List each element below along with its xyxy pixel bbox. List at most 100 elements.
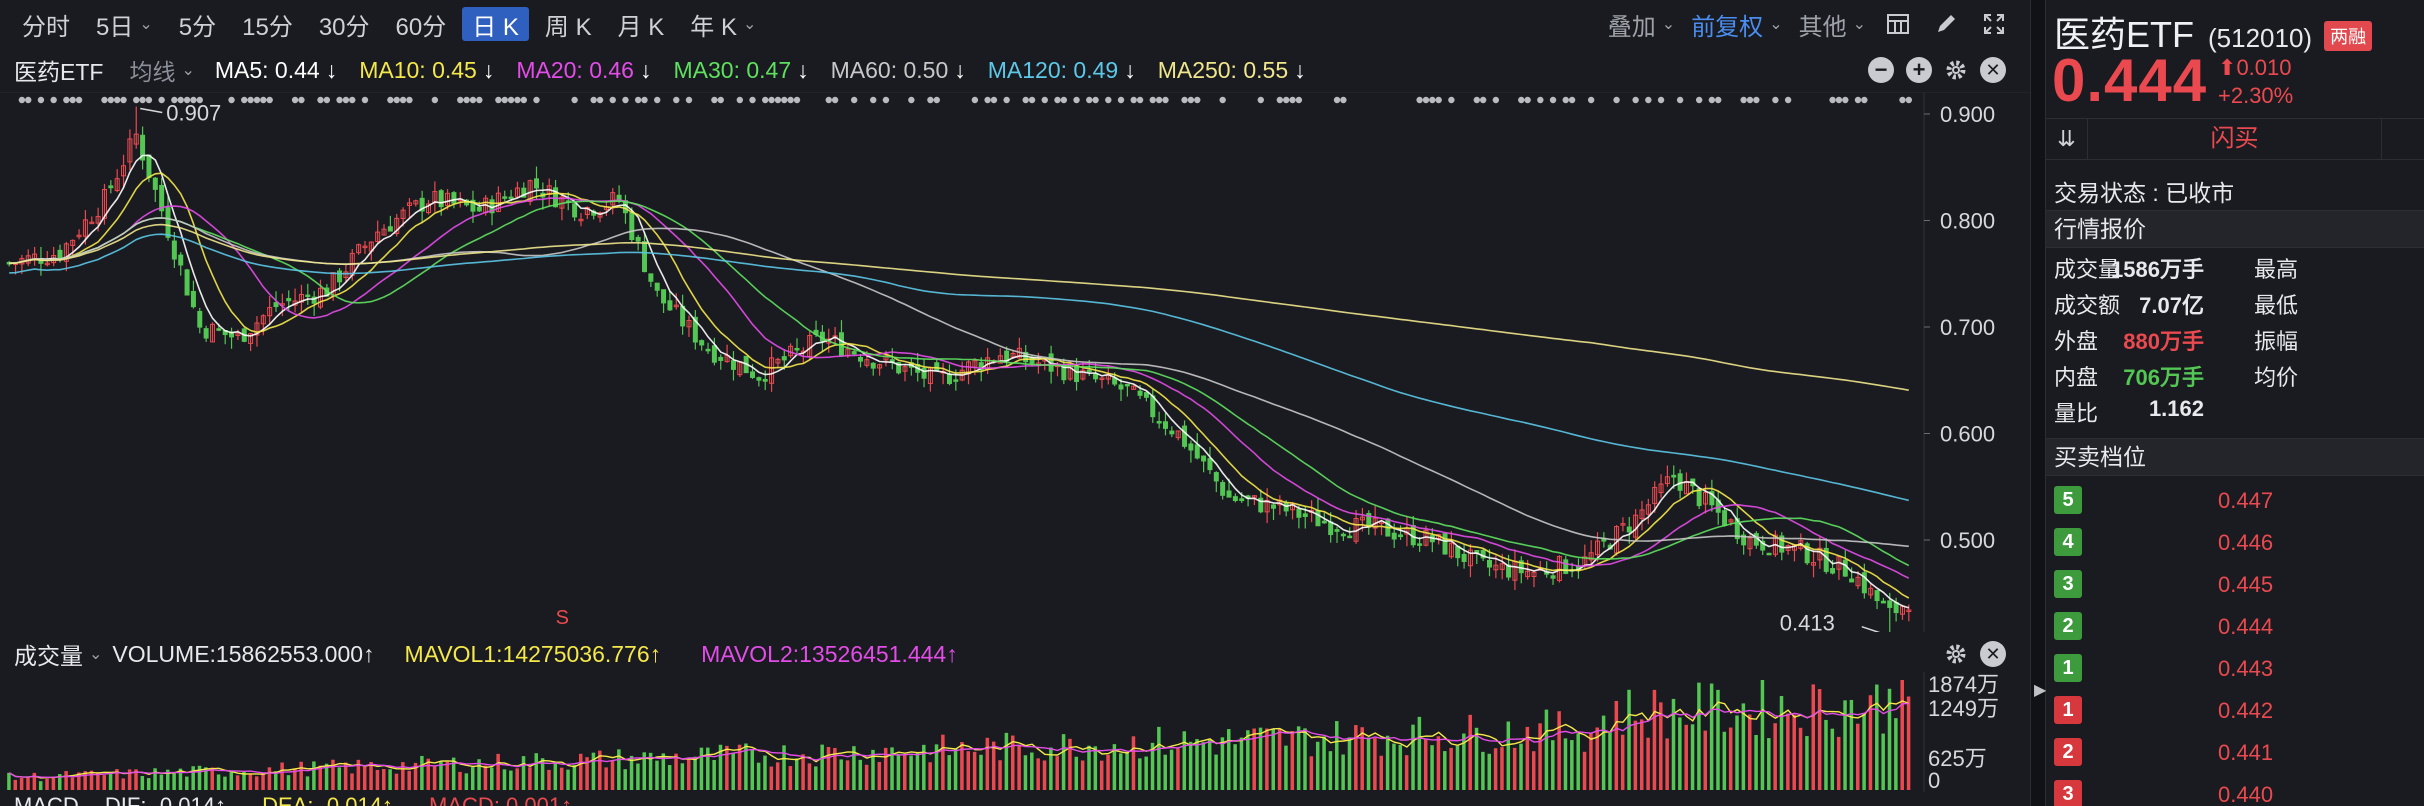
grid-layout-icon[interactable] xyxy=(1882,8,1914,40)
expand-arrow-icon[interactable]: ▶ xyxy=(2034,682,2047,699)
tab-15min[interactable]: 15分 xyxy=(232,7,303,41)
volume-bar xyxy=(966,751,971,790)
kline-chart-panel[interactable]: 分时 5日 ⌄ 5分 15分 30分 60分 日 K 周 K 月 K 年 K ⌄ 叠… xyxy=(0,0,2030,806)
candle-body xyxy=(584,206,590,216)
candle-body xyxy=(1880,600,1886,604)
event-dot xyxy=(1257,96,1264,104)
volume-bar xyxy=(1385,735,1390,790)
candle-body xyxy=(578,218,584,222)
tab-monthly-k[interactable]: 月 K xyxy=(608,7,675,41)
candle-body xyxy=(667,300,673,311)
minus-icon[interactable]: − xyxy=(1868,57,1894,83)
candle-body xyxy=(1664,476,1670,485)
bid-row[interactable]: 1 0.442 xyxy=(2054,694,2414,728)
candle-body xyxy=(209,323,215,343)
volume-bar xyxy=(242,771,246,790)
price-tick-label: 0.600 xyxy=(1940,422,1995,447)
tab-label: 日 K xyxy=(472,13,519,41)
gear-icon[interactable] xyxy=(1942,638,1970,670)
candle-body xyxy=(375,231,381,243)
close-icon[interactable]: ✕ xyxy=(1980,57,2006,83)
tab-30min[interactable]: 30分 xyxy=(309,7,380,41)
volume-bar xyxy=(1754,734,1758,790)
volume-bar xyxy=(1233,744,1237,790)
ask-row[interactable]: 3 0.445 xyxy=(2054,568,2414,602)
mavol2-value: MAVOL2:13526451.444↑ xyxy=(701,640,958,667)
legend-instrument: 医药ETF xyxy=(14,59,104,85)
event-dot xyxy=(634,96,642,104)
close-icon[interactable]: ✕ xyxy=(1980,641,2006,667)
volume-bar xyxy=(1036,758,1040,790)
tab-5day[interactable]: 5日 ⌄ xyxy=(86,7,163,41)
candle-body xyxy=(775,358,781,364)
ma-legend-label: MA120: 0.49 xyxy=(987,56,1119,83)
avg-line-menu[interactable]: 均线 ⌄ xyxy=(129,53,194,87)
panel-divider[interactable] xyxy=(2030,0,2046,806)
ma-line xyxy=(9,217,1909,548)
event-dot xyxy=(641,96,648,104)
volume-bar xyxy=(337,767,342,790)
fullscreen-icon[interactable] xyxy=(1978,8,2010,40)
ask-price: 0.447 xyxy=(2218,488,2274,513)
volume-bar xyxy=(941,734,945,790)
flash-buy-button[interactable]: 闪买 xyxy=(2088,119,2382,159)
tab-60min[interactable]: 60分 xyxy=(386,7,457,41)
collapse-double-chevron-icon[interactable]: ⇊ xyxy=(2046,119,2088,159)
candle-body xyxy=(1359,516,1365,521)
tab-yearly-k[interactable]: 年 K ⌄ xyxy=(680,7,766,41)
volume-bar xyxy=(540,758,545,790)
plus-icon[interactable]: + xyxy=(1906,57,1932,83)
volume-bar xyxy=(153,768,157,790)
tab-label: 分时 xyxy=(22,13,70,41)
candle-body xyxy=(1506,564,1512,578)
candle-body xyxy=(1334,529,1340,532)
candlestick-chart[interactable]: 0.900 0.800 0.700 0.600 0.500 0.907 0.413 S xyxy=(0,92,2030,632)
ma-line xyxy=(9,200,1910,567)
candle-body xyxy=(1182,425,1188,447)
tab-weekly-k[interactable]: 周 K xyxy=(535,7,602,41)
mavol1-value: MAVOL1:14275036.776↑ xyxy=(404,640,662,667)
candle-body xyxy=(1830,568,1836,574)
ask-row[interactable]: 2 0.444 xyxy=(2054,610,2414,644)
bid-price: 0.441 xyxy=(2218,740,2274,765)
chevron-down-icon[interactable]: ⌄ xyxy=(89,646,103,663)
ask-row[interactable]: 4 0.446 xyxy=(2054,526,2414,560)
pen-draw-icon[interactable] xyxy=(1930,8,1962,40)
tab-label: 30分 xyxy=(318,13,370,41)
candle-body xyxy=(711,345,717,363)
volume-bar xyxy=(737,744,742,790)
ask-row[interactable]: 1 0.443 xyxy=(2054,652,2414,686)
event-dot xyxy=(253,96,261,104)
volume-bar xyxy=(146,778,151,790)
ma-legend-item: MA5: 0.44 ↓ xyxy=(215,57,337,84)
candle-body xyxy=(1080,369,1086,380)
volume-bar xyxy=(598,750,602,790)
overlay-menu[interactable]: 叠加 ⌄ xyxy=(1608,7,1675,42)
other-menu[interactable]: 其他 ⌄ xyxy=(1799,7,1866,42)
volume-bar xyxy=(820,744,824,790)
bid-row[interactable]: 3 0.440 xyxy=(2054,778,2414,806)
bid-row[interactable]: 2 0.441 xyxy=(2054,736,2414,770)
volume-bar xyxy=(1500,747,1504,790)
tab-intraday[interactable]: 分时 xyxy=(12,7,80,41)
event-dot xyxy=(870,96,877,104)
candle-body xyxy=(756,377,762,381)
volume-bar xyxy=(1119,753,1123,790)
candle-body xyxy=(1131,385,1137,390)
event-dot xyxy=(113,96,121,104)
volume-bar xyxy=(1627,689,1631,790)
gear-icon[interactable] xyxy=(1942,54,1970,86)
tab-daily-k[interactable]: 日 K xyxy=(462,7,529,41)
candle-body xyxy=(235,332,241,336)
tab-5min[interactable]: 5分 xyxy=(169,7,226,41)
adjust-menu[interactable]: 前复权 ⌄ xyxy=(1691,7,1782,42)
ask-row[interactable]: 5 0.447 xyxy=(2054,484,2414,518)
volume-bar xyxy=(756,762,761,790)
volume-bar xyxy=(934,744,939,790)
volume-bar xyxy=(305,776,310,790)
event-dot xyxy=(1861,96,1868,104)
candle-body xyxy=(184,269,190,296)
volume-bar xyxy=(1646,737,1650,790)
candle-body xyxy=(514,187,520,198)
